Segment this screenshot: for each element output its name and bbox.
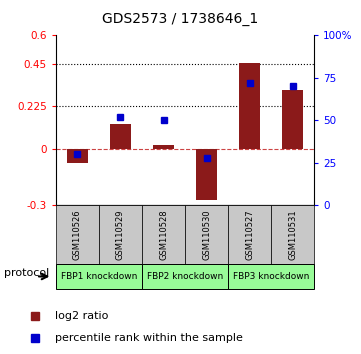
Bar	[228, 264, 314, 289]
Text: GSM110529: GSM110529	[116, 209, 125, 260]
Text: FBP1 knockdown: FBP1 knockdown	[61, 272, 137, 281]
Text: GSM110526: GSM110526	[73, 209, 82, 260]
Text: protocol: protocol	[4, 268, 49, 278]
Text: GSM110528: GSM110528	[159, 209, 168, 260]
Bar	[271, 205, 314, 264]
Text: FBP3 knockdown: FBP3 knockdown	[233, 272, 309, 281]
Text: log2 ratio: log2 ratio	[55, 311, 108, 321]
Text: FBP2 knockdown: FBP2 knockdown	[147, 272, 223, 281]
Text: GDS2573 / 1738646_1: GDS2573 / 1738646_1	[103, 12, 258, 27]
Bar	[196, 149, 217, 200]
Bar	[99, 205, 142, 264]
Bar	[282, 90, 303, 149]
Bar	[228, 205, 271, 264]
Text: percentile rank within the sample: percentile rank within the sample	[55, 332, 243, 343]
Bar	[56, 205, 99, 264]
Bar	[56, 264, 142, 289]
Bar	[110, 124, 131, 149]
Bar	[142, 205, 185, 264]
Text: GSM110530: GSM110530	[202, 209, 211, 260]
Text: GSM110531: GSM110531	[288, 209, 297, 260]
Bar	[142, 264, 228, 289]
Text: GSM110527: GSM110527	[245, 209, 254, 260]
Bar	[67, 149, 88, 163]
Bar	[185, 205, 228, 264]
Bar	[153, 145, 174, 149]
Bar	[239, 63, 260, 149]
